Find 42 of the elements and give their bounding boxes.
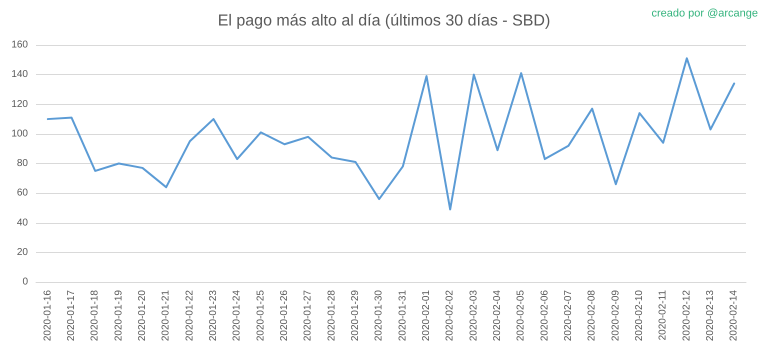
x-tick-label: 2020-01-29 — [350, 290, 361, 342]
x-tick-label: 2020-01-28 — [326, 290, 338, 342]
x-tick-label: 2020-02-03 — [468, 290, 480, 342]
x-tick-label: 2020-01-18 — [90, 290, 101, 342]
x-tick-label: 2020-02-06 — [539, 290, 550, 342]
y-tick-label: 0 — [22, 276, 28, 288]
x-tick-label: 2020-01-17 — [66, 290, 77, 342]
line-series — [46, 57, 736, 210]
y-tick-label: 60 — [16, 188, 28, 199]
x-tick-label: 2020-01-26 — [279, 290, 290, 342]
x-tick-label: 2020-02-10 — [634, 290, 645, 342]
x-tick-label: 2020-01-22 — [184, 290, 196, 342]
x-tick-label: 2020-01-16 — [42, 290, 54, 342]
y-tick-label: 140 — [11, 69, 28, 80]
x-tick-label: 2020-02-08 — [586, 290, 598, 342]
x-tick-label: 2020-01-20 — [137, 290, 148, 342]
x-tick-label: 2020-01-24 — [232, 290, 243, 342]
text: creado por @arcange — [651, 8, 758, 20]
y-tick-label: 20 — [16, 246, 28, 258]
y-tick-label: 160 — [11, 40, 28, 50]
x-tick-label: 2020-02-01 — [421, 290, 432, 342]
x-tick-label: 2020-01-27 — [302, 290, 314, 342]
chart-title: El pago más alto al día (últimos 30 días - SBD) — [218, 12, 550, 30]
x-tick-label: 2020-02-12 — [681, 290, 692, 342]
x-tick-label: 2020-02-09 — [610, 290, 622, 342]
y-tick-label: 100 — [11, 128, 28, 140]
x-tick-label: 2020-02-04 — [492, 290, 503, 342]
x-tick-label: 2020-02-02 — [444, 290, 456, 342]
x-tick-label: 2020-02-05 — [516, 290, 527, 342]
y-tick-label: 80 — [16, 158, 28, 169]
x-tick-label: 2020-02-13 — [705, 290, 716, 342]
x-tick-label: 2020-01-25 — [255, 290, 266, 342]
y-tick-label: 40 — [16, 217, 28, 228]
x-tick-label: 2020-01-21 — [160, 290, 172, 342]
x-tick-label: 2020-02-11 — [658, 290, 669, 340]
x-tick-label: 2020-01-23 — [208, 290, 219, 342]
x-tick-label: 2020-02-07 — [563, 290, 574, 342]
x-tick-label: 2020-01-19 — [113, 290, 124, 342]
x-tick-label: 2020-01-30 — [374, 290, 385, 342]
x-tick-label: 2020-02-14 — [728, 290, 740, 342]
x-tick-label: 2020-01-31 — [397, 290, 408, 342]
y-tick-label: 120 — [11, 98, 28, 110]
